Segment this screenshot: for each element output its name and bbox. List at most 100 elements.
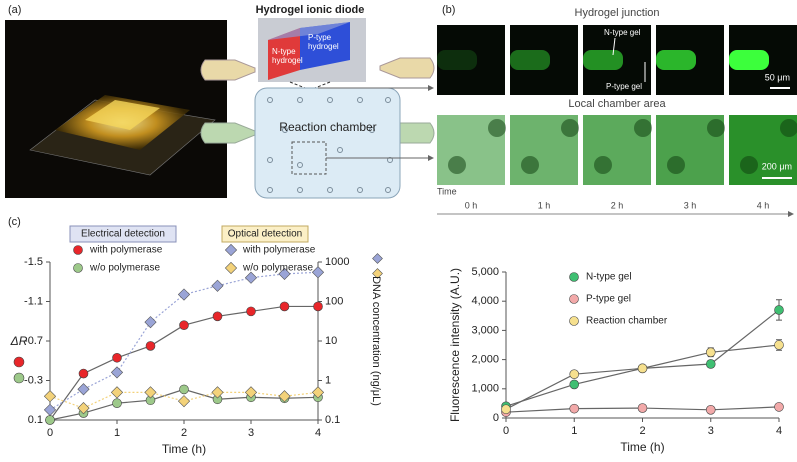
- channel: [583, 50, 623, 70]
- p-gel-label: hydrogel: [308, 42, 339, 51]
- marker: [637, 403, 648, 413]
- micrograph: [437, 25, 505, 95]
- y-tick-label: -1.5: [24, 256, 43, 268]
- marker: [569, 369, 580, 380]
- y-tick-label: 2,000: [471, 354, 499, 366]
- marker: [278, 390, 291, 403]
- marker: [211, 386, 224, 399]
- series-line: [505, 344, 780, 410]
- marker: [112, 398, 122, 409]
- chamber-dots: [267, 97, 393, 193]
- x-axis-label: Time (h): [620, 440, 664, 454]
- channel: [656, 50, 696, 70]
- y-tick-label: 4,000: [471, 295, 499, 307]
- legend-title: Electrical detection: [81, 229, 165, 240]
- marker: [145, 341, 156, 351]
- chamber-label: Reaction chamber: [279, 120, 376, 134]
- legend-marker: [569, 316, 579, 326]
- x-tick-label: 1: [571, 425, 577, 437]
- chamber-spot: [667, 156, 685, 174]
- chamber-spot: [561, 119, 579, 137]
- marker: [78, 368, 89, 379]
- x-tick-label: 2: [181, 427, 187, 439]
- marker: [177, 395, 191, 408]
- chamber-spot: [780, 119, 797, 137]
- n-gel-label: hydrogel: [272, 56, 303, 65]
- panel-label: (c): [8, 216, 21, 228]
- legend-label: N-type gel: [586, 272, 632, 283]
- row-title: Local chamber area: [568, 98, 666, 110]
- marker: [705, 405, 716, 415]
- y-axis-label: ΔR: [10, 334, 28, 348]
- dot: [327, 97, 333, 103]
- pointer: [612, 37, 616, 56]
- channel: [437, 50, 477, 70]
- dot: [267, 97, 273, 103]
- chip: [29, 95, 216, 176]
- chamber-spot: [707, 119, 725, 137]
- marker: [705, 347, 716, 358]
- dot: [297, 97, 303, 103]
- time-tick-label: 2 h: [611, 200, 624, 210]
- p-gel-tag: P-type gel: [606, 82, 642, 91]
- chamber-spot: [594, 156, 612, 174]
- marker: [177, 288, 191, 301]
- micrographs: [437, 25, 797, 185]
- legend-label: w/o polymerase: [242, 263, 313, 274]
- marker: [311, 386, 325, 399]
- dot: [327, 187, 333, 193]
- marker: [244, 386, 258, 399]
- y2-axis-label: DNA concentration (ng/μL): [370, 276, 382, 406]
- dot: [357, 97, 363, 103]
- marker: [77, 383, 90, 396]
- legend-marker: [569, 272, 579, 282]
- time-label: Time: [437, 186, 457, 196]
- chamber-spot: [740, 156, 758, 174]
- chamber: [254, 87, 401, 199]
- y2-tick-label: 10: [325, 335, 337, 347]
- dot: [297, 162, 303, 168]
- y-tick-label: 0: [493, 412, 499, 424]
- axis-icon: [372, 268, 383, 279]
- marker: [774, 305, 784, 315]
- x-tick-label: 1: [114, 427, 120, 439]
- y-tick-label: 3,000: [471, 324, 499, 336]
- marker: [77, 402, 90, 415]
- dot: [337, 147, 343, 153]
- dot: [297, 187, 303, 193]
- dot: [282, 127, 288, 133]
- zoom-line: [289, 81, 306, 89]
- y-tick-label: 1,000: [471, 383, 499, 395]
- chamber-spot: [448, 156, 466, 174]
- y2-tick-label: 1: [325, 374, 331, 386]
- x-tick-label: 3: [708, 425, 714, 437]
- legend-marker: [73, 245, 83, 255]
- panel-label: (b): [442, 4, 455, 16]
- time-tick-label: 0 h: [465, 200, 478, 210]
- marker: [244, 271, 258, 284]
- y-tick-label: -0.7: [24, 335, 43, 347]
- legend-box: [221, 225, 309, 243]
- micrograph: [510, 25, 578, 95]
- x-tick-label: 3: [248, 427, 254, 439]
- legend-label: P-type gel: [586, 294, 631, 305]
- n-gel-label: N-type: [272, 47, 296, 56]
- marker: [501, 404, 511, 415]
- chamber-spot: [521, 156, 539, 174]
- x-tick-label: 0: [47, 427, 53, 439]
- marker: [774, 340, 784, 350]
- channel: [729, 50, 769, 70]
- dot: [369, 127, 375, 133]
- marker: [313, 301, 323, 312]
- marker: [144, 386, 157, 399]
- y-axis-label: Fluorescence intensity (A.U.): [448, 268, 462, 422]
- diode-block: [258, 18, 366, 82]
- legend-label: with polymerase: [89, 245, 163, 256]
- marker: [45, 415, 55, 425]
- dot: [385, 97, 391, 103]
- zoom-line: [314, 81, 331, 89]
- marker: [569, 379, 580, 390]
- marker: [110, 386, 124, 399]
- x-tick-label: 0: [503, 425, 509, 437]
